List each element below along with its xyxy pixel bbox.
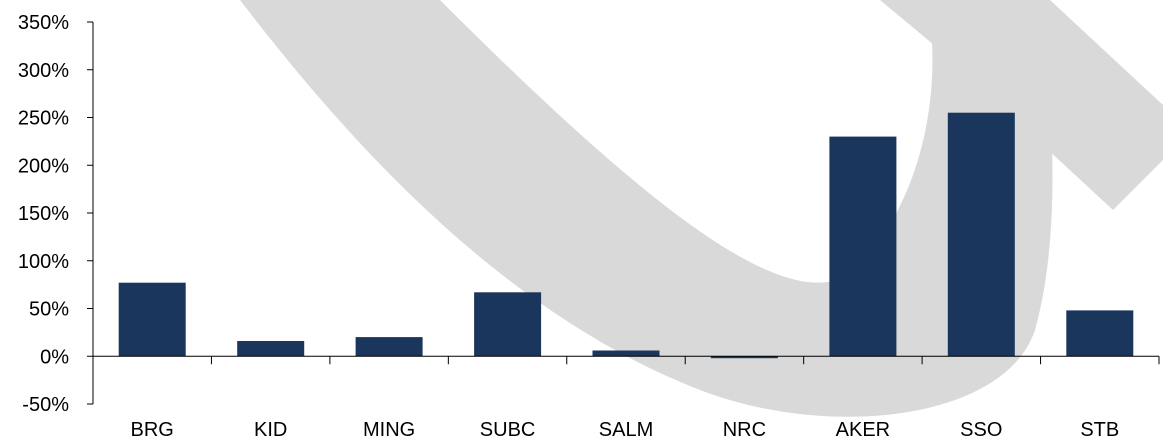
bar-subc — [474, 292, 542, 357]
x-tick-label: NRC — [723, 419, 766, 441]
bar-nrc — [710, 356, 778, 359]
y-tick-label: 350% — [18, 12, 69, 34]
x-axis-labels: BRG KID MING SUBC SALM NRC AKER SSO STB — [131, 419, 1120, 441]
x-tick-label: MING — [363, 419, 415, 441]
x-tick-label: BRG — [131, 419, 174, 441]
x-tick-label: SSO — [960, 419, 1002, 441]
bar-kid — [237, 341, 305, 357]
y-axis-labels: 350% 300% 250% 200% 150% 100% 50% 0% -50% — [18, 12, 69, 416]
watermark-arrow — [880, 0, 1163, 210]
bar-aker — [829, 136, 897, 357]
y-tick-label: -50% — [22, 394, 69, 416]
y-tick-label: 50% — [29, 299, 69, 321]
bar-brg — [118, 282, 186, 357]
y-tick-label: 250% — [18, 108, 69, 130]
x-tick-label: AKER — [836, 419, 890, 441]
x-tick-label: STB — [1080, 419, 1119, 441]
bar-sso — [947, 112, 1015, 357]
y-tick-label: 150% — [18, 203, 69, 225]
y-tick-label: 300% — [18, 60, 69, 82]
y-tick-label: 0% — [40, 346, 69, 368]
bar-ming — [355, 337, 423, 357]
x-tick-label: SALM — [599, 419, 653, 441]
bars — [118, 112, 1134, 359]
x-tick-label: SUBC — [480, 419, 536, 441]
y-tick-label: 100% — [18, 251, 69, 273]
bar-stb — [1066, 310, 1134, 357]
axes — [87, 21, 1160, 405]
bar-salm — [592, 350, 660, 357]
y-tick-label: 200% — [18, 155, 69, 177]
x-tick-label: KID — [254, 419, 287, 441]
